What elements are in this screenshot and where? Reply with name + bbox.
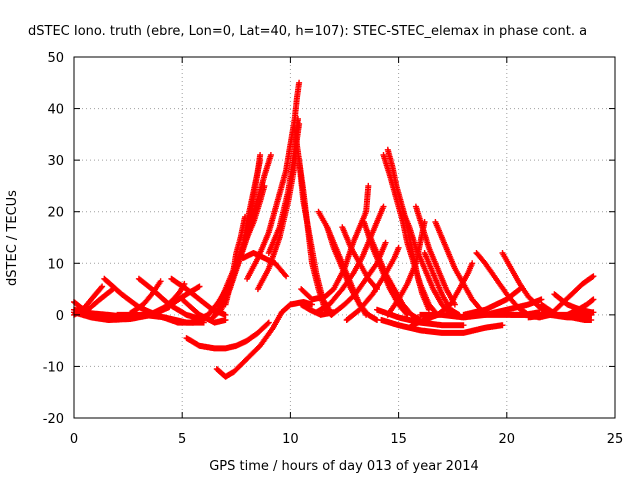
data-point-marks [499, 250, 554, 318]
data-point-marks [374, 306, 467, 329]
y-tick-label: 30 [47, 154, 64, 169]
x-tick-label: 20 [499, 432, 516, 447]
data-series-arc [127, 278, 164, 317]
data-series-arc [200, 152, 274, 323]
data-point-marks [460, 286, 523, 318]
data-series-arc [421, 250, 463, 318]
data-series-arc [298, 182, 372, 303]
y-tick-label: -20 [43, 412, 64, 427]
data-series-arc [378, 317, 506, 336]
data-series [71, 79, 597, 380]
data-series-arc [460, 286, 523, 318]
data-point-marks [378, 317, 506, 336]
data-point-marks [127, 278, 164, 317]
y-tick-label: -10 [43, 360, 64, 375]
x-tick-label: 25 [607, 432, 624, 447]
y-tick-label: 10 [47, 257, 64, 272]
data-point-marks [222, 213, 248, 308]
data-point-marks [213, 299, 315, 380]
x-tick-label: 5 [178, 432, 186, 447]
data-point-marks [291, 126, 335, 318]
data-point-marks [183, 319, 272, 352]
data-point-marks [146, 280, 188, 318]
y-axis-label: dSTEC / TECUs [5, 190, 20, 286]
data-series-arc [499, 250, 554, 318]
plot-frame [73, 56, 616, 419]
data-series-arc [211, 157, 264, 318]
x-tick-label: 10 [282, 432, 299, 447]
data-series-arc [146, 280, 188, 318]
data-series-arc [291, 126, 335, 318]
ticks: 0 5 10 15 20 25 -20 -10 0 10 20 30 40 50 [43, 51, 624, 447]
grid [74, 57, 615, 418]
data-point-marks [200, 152, 274, 323]
data-point-marks [525, 309, 597, 321]
data-point-marks [421, 250, 463, 318]
data-series-arc [525, 309, 597, 321]
data-series-arc [244, 79, 303, 282]
data-series-arc [213, 299, 315, 380]
data-point-marks [211, 157, 264, 318]
data-series-arc [374, 306, 467, 329]
chart-title: dSTEC Iono. truth (ebre, Lon=0, Lat=40, … [28, 24, 587, 39]
data-series-arc [183, 319, 272, 352]
y-tick-label: 40 [47, 103, 64, 118]
y-tick-label: 20 [47, 206, 64, 221]
y-tick-label: 50 [47, 51, 64, 66]
x-tick-label: 0 [70, 432, 78, 447]
data-series-arc [222, 213, 248, 308]
data-point-marks [298, 182, 372, 303]
x-axis-label: GPS time / hours of day 013 of year 2014 [209, 459, 479, 474]
data-point-marks [244, 79, 303, 282]
x-tick-label: 15 [390, 432, 407, 447]
y-tick-label: 0 [56, 309, 64, 324]
